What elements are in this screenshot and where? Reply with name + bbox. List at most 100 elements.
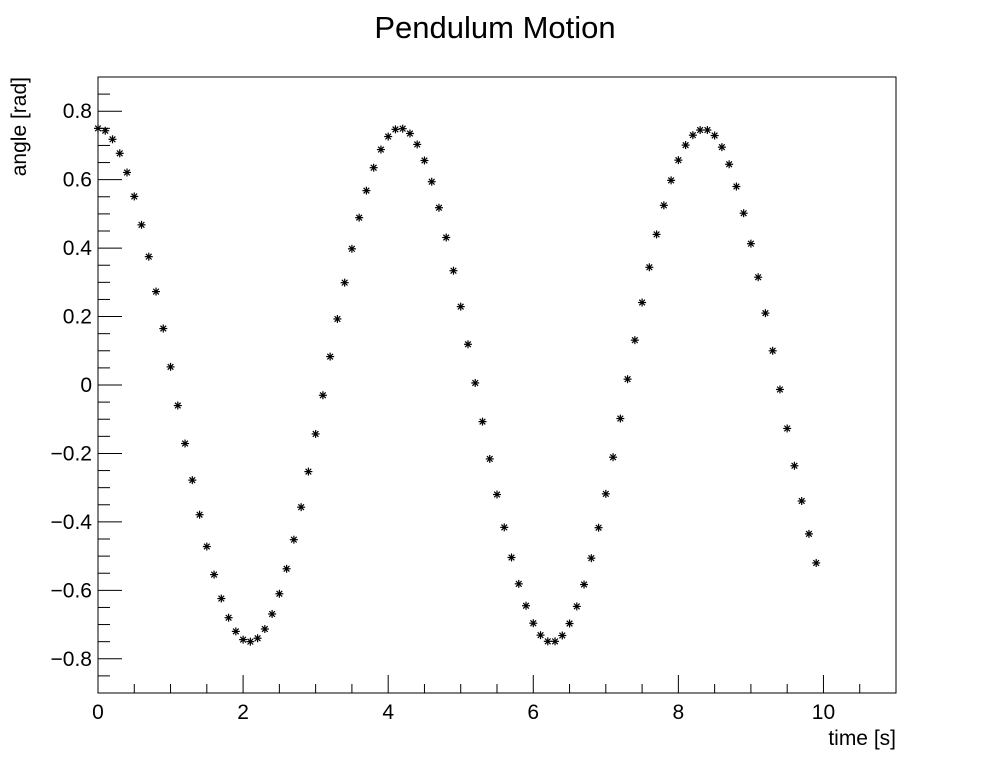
data-point — [108, 135, 117, 144]
chart-title: Pendulum Motion — [374, 10, 615, 45]
data-point — [137, 220, 146, 229]
data-point — [616, 414, 625, 423]
data-point — [376, 145, 385, 154]
data-point — [812, 558, 821, 567]
data-point — [558, 631, 567, 640]
x-tick-label: 4 — [382, 701, 394, 724]
data-point — [463, 340, 472, 349]
data-point — [188, 476, 197, 485]
data-point — [768, 346, 777, 355]
data-point — [507, 553, 516, 562]
data-point — [253, 634, 262, 643]
data-point — [311, 429, 320, 438]
data-point — [659, 201, 668, 210]
data-point — [202, 542, 211, 551]
data-point — [231, 627, 240, 636]
data-point — [485, 454, 494, 463]
data-point — [601, 489, 610, 498]
data-point — [696, 126, 705, 135]
y-tick-label: 0.4 — [63, 237, 93, 260]
data-point — [246, 637, 255, 646]
data-point — [529, 619, 538, 628]
data-point — [442, 233, 451, 242]
data-point — [652, 230, 661, 239]
data-point — [797, 497, 806, 506]
data-point — [717, 143, 726, 152]
data-point — [667, 176, 676, 185]
data-point — [710, 131, 719, 140]
data-point — [783, 424, 792, 433]
data-point — [217, 594, 226, 603]
x-tick-label: 8 — [673, 701, 685, 724]
data-point — [347, 244, 356, 253]
data-point — [551, 637, 560, 646]
data-point — [580, 580, 589, 589]
data-point — [456, 302, 465, 311]
x-tick-label: 2 — [237, 701, 249, 724]
data-point — [297, 503, 306, 512]
data-point — [754, 273, 763, 282]
data-point — [130, 192, 139, 201]
data-points — [94, 124, 821, 646]
data-point — [804, 529, 813, 538]
x-axis-ticks — [97, 675, 897, 693]
x-axis-tick-labels: 0 2 4 6 8 10 — [92, 701, 835, 724]
data-point — [536, 631, 545, 640]
data-point — [289, 535, 298, 544]
data-point — [565, 619, 574, 628]
data-point — [333, 314, 342, 323]
data-point — [413, 140, 422, 149]
data-point — [210, 570, 219, 579]
data-point — [775, 385, 784, 394]
data-point — [522, 601, 531, 610]
data-point — [260, 625, 269, 634]
data-point — [159, 324, 168, 333]
y-tick-label: 0.8 — [63, 100, 92, 123]
data-point — [181, 439, 190, 448]
data-point — [398, 124, 407, 133]
y-tick-label: 0.6 — [63, 169, 92, 192]
x-tick-label: 10 — [812, 701, 835, 724]
data-point — [275, 589, 284, 598]
data-point — [645, 263, 654, 272]
data-point — [725, 160, 734, 169]
data-point — [384, 132, 393, 141]
data-point — [362, 186, 371, 195]
data-point — [282, 564, 291, 573]
data-point — [224, 613, 233, 622]
y-tick-label: 0 — [80, 374, 92, 397]
data-point — [427, 177, 436, 186]
data-point — [609, 453, 618, 462]
data-point — [500, 523, 509, 532]
data-point — [638, 298, 647, 307]
data-point — [674, 156, 683, 165]
data-point — [355, 213, 364, 222]
data-point — [732, 182, 741, 191]
data-point — [391, 125, 400, 134]
data-point — [152, 287, 161, 296]
data-point — [195, 510, 204, 519]
data-point — [449, 266, 458, 275]
y-tick-label: −0.4 — [51, 511, 93, 534]
data-point — [761, 309, 770, 318]
data-point — [173, 401, 182, 410]
y-axis-tick-labels: −0.8 −0.6 −0.4 −0.2 0 0.2 0.4 0.6 0.8 — [51, 100, 93, 671]
data-point — [594, 523, 603, 532]
data-point — [405, 129, 414, 138]
data-point — [304, 467, 313, 476]
data-point — [166, 362, 175, 371]
y-axis-ticks — [98, 76, 122, 694]
plot-frame — [97, 76, 897, 694]
x-tick-label: 6 — [527, 701, 539, 724]
data-point — [420, 156, 429, 165]
data-point — [703, 126, 712, 135]
data-point — [101, 126, 110, 135]
data-point — [434, 203, 443, 212]
data-point — [630, 336, 639, 345]
data-point — [514, 579, 523, 588]
data-point — [688, 131, 697, 140]
data-point — [681, 141, 690, 150]
data-point — [123, 168, 132, 177]
x-axis-title: time [s] — [828, 727, 896, 750]
